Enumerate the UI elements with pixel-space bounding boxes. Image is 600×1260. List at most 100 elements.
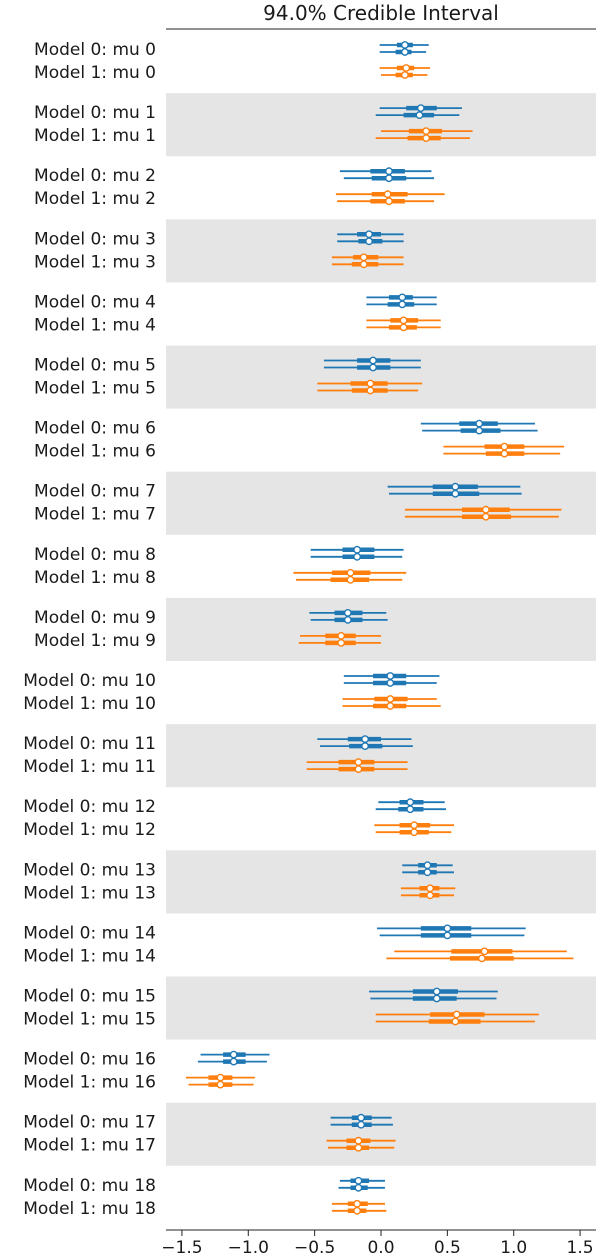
- median-point: [366, 379, 375, 388]
- median-point: [500, 442, 509, 451]
- row-label: Model 0: mu 2: [34, 166, 156, 186]
- median-point: [481, 512, 490, 521]
- median-point: [402, 64, 411, 72]
- median-point: [369, 356, 377, 365]
- row-label: Model 0: mu 16: [23, 1050, 156, 1070]
- row-band: [166, 219, 596, 283]
- median-point: [386, 695, 395, 703]
- row-label: Model 0: mu 13: [23, 860, 156, 880]
- median-point: [229, 1050, 238, 1059]
- median-point: [386, 679, 395, 687]
- median-point: [357, 1113, 365, 1122]
- row-label: Model 1: mu 3: [34, 252, 156, 272]
- x-axis: −1.5 −1.0 −0.5 0.0 0.5 1.0 1.5: [161, 1229, 596, 1258]
- median-point: [385, 167, 393, 176]
- median-point: [361, 742, 369, 750]
- median-point: [354, 758, 363, 766]
- row-label: Model 0: mu 3: [34, 229, 156, 249]
- row-label: Model 1: mu 6: [34, 442, 156, 462]
- row-band: [166, 93, 596, 157]
- row-label: Model 1: mu 0: [34, 63, 156, 83]
- median-point: [410, 828, 419, 837]
- median-point: [365, 237, 373, 246]
- row-label: Model 1: mu 18: [23, 1199, 156, 1219]
- row-bands: [166, 93, 596, 1166]
- row-label: Model 1: mu 4: [34, 315, 156, 335]
- row-label: Model 1: mu 8: [34, 568, 156, 588]
- median-point: [415, 111, 424, 120]
- median-point: [216, 1080, 225, 1089]
- row-band: [166, 1102, 596, 1166]
- row-band: [166, 597, 596, 661]
- median-point: [423, 868, 432, 877]
- row-label: Model 1: mu 17: [23, 1136, 156, 1156]
- median-point: [443, 924, 452, 933]
- row-label: Model 1: mu 9: [34, 631, 156, 651]
- row-label: Model 1: mu 2: [34, 189, 156, 209]
- median-point: [343, 609, 352, 617]
- median-point: [353, 552, 362, 561]
- median-point: [354, 1183, 363, 1192]
- median-point: [423, 861, 432, 870]
- median-point: [399, 316, 408, 325]
- row-label: Model 0: mu 8: [34, 545, 156, 565]
- row-label: Model 1: mu 1: [34, 126, 156, 146]
- median-point: [475, 419, 484, 428]
- median-point: [422, 127, 431, 136]
- median-point: [354, 1136, 363, 1145]
- median-point: [353, 1206, 362, 1215]
- row-label: Model 0: mu 11: [23, 734, 156, 754]
- median-point: [432, 994, 441, 1003]
- median-point: [386, 702, 395, 710]
- row-label: Model 0: mu 17: [23, 1113, 156, 1133]
- median-point: [452, 1010, 461, 1019]
- median-point: [386, 672, 395, 680]
- row-label: Model 0: mu 7: [34, 482, 156, 502]
- median-point: [410, 821, 419, 830]
- row-label: Model 1: mu 12: [23, 820, 156, 840]
- median-point: [385, 197, 393, 206]
- row-label: Model 0: mu 1: [34, 103, 156, 123]
- row-band: [166, 976, 596, 1040]
- median-point: [422, 134, 431, 143]
- row-label: Model 1: mu 10: [23, 694, 156, 714]
- interval-marks: [185, 41, 574, 1215]
- median-point: [398, 293, 407, 302]
- median-point: [361, 735, 369, 743]
- row-label: Model 0: mu 12: [23, 797, 156, 817]
- median-point: [365, 230, 373, 239]
- median-point: [406, 798, 415, 807]
- median-point: [346, 575, 355, 584]
- row-band: [166, 471, 596, 535]
- median-point: [416, 104, 425, 113]
- median-point: [354, 1143, 363, 1152]
- median-point: [426, 891, 435, 900]
- median-point: [406, 805, 415, 814]
- median-point: [443, 931, 452, 940]
- median-point: [451, 489, 460, 498]
- x-tick-label: 0.0: [367, 1238, 394, 1258]
- x-tick-label: −1.0: [228, 1238, 269, 1258]
- row-label: Model 1: mu 15: [23, 1010, 156, 1030]
- median-point: [481, 505, 490, 514]
- median-point: [480, 947, 489, 956]
- median-point: [346, 568, 355, 577]
- row-labels: Model 0: mu 0 Model 1: mu 0 Model 0: mu 1 M…: [23, 40, 156, 1219]
- row-label: Model 1: mu 16: [23, 1073, 156, 1093]
- row-label: Model 0: mu 10: [23, 671, 156, 691]
- median-point: [353, 1199, 362, 1208]
- median-point: [359, 253, 368, 262]
- median-point: [353, 545, 362, 554]
- median-point: [426, 884, 435, 893]
- median-point: [500, 449, 509, 458]
- x-tick-label: 0.5: [434, 1238, 461, 1258]
- median-point: [451, 1017, 460, 1026]
- x-tick-label: 1.0: [500, 1238, 527, 1258]
- row-label: Model 0: mu 6: [34, 419, 156, 439]
- median-point: [216, 1073, 225, 1082]
- median-point: [400, 41, 409, 49]
- median-point: [229, 1057, 238, 1066]
- row-label: Model 1: mu 14: [23, 946, 156, 966]
- row-label: Model 1: mu 13: [23, 883, 156, 903]
